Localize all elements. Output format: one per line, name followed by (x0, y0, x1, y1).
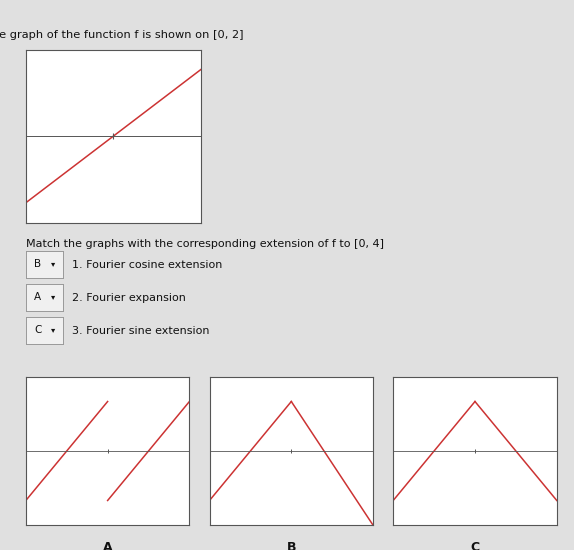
Text: A: A (34, 292, 41, 302)
Text: B: B (286, 541, 296, 550)
Text: The graph of the function f is shown on [0, 2]: The graph of the function f is shown on … (0, 30, 244, 40)
Text: C: C (471, 541, 479, 550)
Text: ▾: ▾ (51, 260, 55, 268)
Text: 1. Fourier cosine extension: 1. Fourier cosine extension (72, 260, 222, 270)
Text: 2. Fourier expansion: 2. Fourier expansion (72, 293, 185, 303)
Text: A: A (103, 541, 113, 550)
Text: Match the graphs with the corresponding extension of f to [0, 4]: Match the graphs with the corresponding … (26, 239, 384, 249)
Text: ▾: ▾ (51, 293, 55, 301)
Text: ▾: ▾ (51, 326, 55, 334)
Text: C: C (34, 325, 41, 335)
Text: B: B (34, 259, 41, 269)
Text: 3. Fourier sine extension: 3. Fourier sine extension (72, 326, 210, 336)
